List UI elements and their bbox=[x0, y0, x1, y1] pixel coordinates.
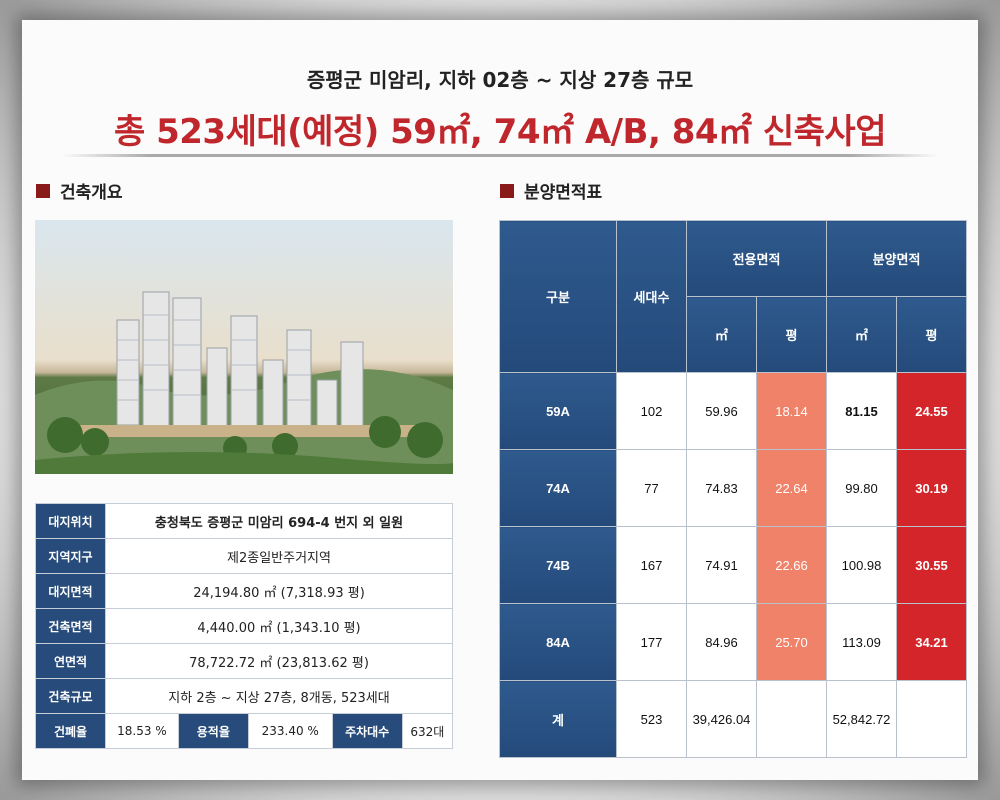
sale-sqm-cell: 81.15 bbox=[826, 372, 897, 450]
row-value: 78,722.72 ㎡ (23,813.62 평) bbox=[105, 643, 453, 679]
total-sale-sqm: 52,842.72 bbox=[826, 680, 897, 758]
area-table: 구분 세대수 전용면적 분양면적 ㎡ 평 ㎡ 평 59A 102 59.96 1… bbox=[499, 220, 967, 758]
sale-sqm-cell: 99.80 bbox=[826, 449, 897, 527]
type-cell: 74A bbox=[499, 449, 617, 527]
parking-label: 주차대수 bbox=[331, 713, 403, 749]
sale-pyeong-cell: 24.55 bbox=[896, 372, 967, 450]
table-row: 건폐율 18.53 % 용적율 233.40 % 주차대수 632대 bbox=[35, 713, 454, 749]
sale-pyeong-header: 평 bbox=[896, 296, 967, 373]
table-row: 84A 177 84.96 25.70 113.09 34.21 bbox=[499, 603, 967, 681]
row-label: 건축면적 bbox=[35, 608, 106, 644]
table-row: 건축면적 4,440.00 ㎡ (1,343.10 평) bbox=[35, 608, 453, 644]
row-label: 대지위치 bbox=[35, 503, 106, 539]
empty-cell bbox=[756, 680, 827, 758]
bullet-square-icon bbox=[500, 183, 514, 198]
overview-title: 건축개요 bbox=[60, 183, 123, 203]
total-units: 523 bbox=[616, 680, 687, 758]
far-label: 용적율 bbox=[177, 713, 249, 749]
type-cell: 74B bbox=[499, 526, 617, 604]
table-row: 연면적 78,722.72 ㎡ (23,813.62 평) bbox=[35, 643, 453, 679]
header-row: ㎡ 평 ㎡ 평 bbox=[500, 296, 967, 373]
sale-header: 분양면적 bbox=[826, 220, 967, 297]
area-heading: 분양면적표 bbox=[500, 178, 602, 203]
row-value: 제2종일반주거지역 bbox=[105, 538, 453, 574]
sale-sqm-cell: 100.98 bbox=[826, 526, 897, 604]
table-row: 건축규모 지하 2층 ~ 지상 27층, 8개동, 523세대 bbox=[35, 678, 453, 714]
type-cell: 84A bbox=[499, 603, 617, 681]
row-value: 24,194.80 ㎡ (7,318.93 평) bbox=[105, 573, 453, 609]
sale-sqm-header: ㎡ bbox=[826, 296, 897, 373]
far-value: 233.40 % bbox=[247, 713, 333, 749]
divider bbox=[62, 154, 938, 157]
table-row: 대지위치 충청북도 증평군 미암리 694-4 번지 외 일원 bbox=[35, 503, 453, 539]
table-row: 74B 167 74.91 22.66 100.98 30.55 bbox=[499, 526, 967, 604]
exclusive-pyeong-cell: 22.64 bbox=[756, 449, 827, 527]
total-label: 계 bbox=[499, 680, 617, 758]
type-cell: 59A bbox=[499, 372, 617, 450]
coverage-label: 건폐율 bbox=[35, 713, 106, 749]
row-label: 지역지구 bbox=[35, 538, 106, 574]
empty-cell bbox=[896, 680, 967, 758]
units-header: 세대수 bbox=[616, 220, 687, 373]
parking-value: 632대 bbox=[401, 713, 454, 749]
table-row: 대지면적 24,194.80 ㎡ (7,318.93 평) bbox=[35, 573, 453, 609]
row-value: 충청북도 증평군 미암리 694-4 번지 외 일원 bbox=[105, 503, 453, 539]
sale-pyeong-cell: 30.19 bbox=[896, 449, 967, 527]
row-value: 지하 2층 ~ 지상 27층, 8개동, 523세대 bbox=[105, 678, 453, 714]
row-value: 4,440.00 ㎡ (1,343.10 평) bbox=[105, 608, 453, 644]
row-label: 연면적 bbox=[35, 643, 106, 679]
exclusive-pyeong-cell: 25.70 bbox=[756, 603, 827, 681]
total-row: 계 523 39,426.04 52,842.72 bbox=[499, 680, 967, 758]
row-label: 건축규모 bbox=[35, 678, 106, 714]
overview-table: 대지위치 충청북도 증평군 미암리 694-4 번지 외 일원 지역지구 제2종… bbox=[35, 503, 454, 749]
apartment-rendering-image bbox=[35, 220, 453, 474]
overview-heading: 건축개요 bbox=[36, 178, 123, 203]
coverage-value: 18.53 % bbox=[105, 713, 179, 749]
units-cell: 167 bbox=[616, 526, 687, 604]
area-title: 분양면적표 bbox=[524, 183, 603, 203]
exclusive-pyeong-cell: 18.14 bbox=[756, 372, 827, 450]
units-cell: 177 bbox=[616, 603, 687, 681]
type-header: 구분 bbox=[499, 220, 617, 373]
bullet-square-icon bbox=[36, 183, 50, 198]
sale-pyeong-cell: 34.21 bbox=[896, 603, 967, 681]
total-exclusive-sqm: 39,426.04 bbox=[686, 680, 757, 758]
table-row: 지역지구 제2종일반주거지역 bbox=[35, 538, 453, 574]
exclusive-pyeong-cell: 22.66 bbox=[756, 526, 827, 604]
exclusive-sqm-header: ㎡ bbox=[686, 296, 757, 373]
table-row: 59A 102 59.96 18.14 81.15 24.55 bbox=[499, 372, 967, 450]
units-cell: 77 bbox=[616, 449, 687, 527]
poster-frame: 증평군 미암리, 지하 02층 ~ 지상 27층 규모 총 523세대(예정) … bbox=[22, 20, 978, 780]
exclusive-header: 전용면적 bbox=[686, 220, 827, 297]
sale-pyeong-cell: 30.55 bbox=[896, 526, 967, 604]
header-row: 구분 세대수 전용면적 분양면적 bbox=[499, 220, 967, 373]
headline: 총 523세대(예정) 59㎡, 74㎡ A/B, 84㎡ 신축사업 bbox=[113, 112, 887, 152]
exclusive-sqm-cell: 74.83 bbox=[686, 449, 757, 527]
row-label: 대지면적 bbox=[35, 573, 106, 609]
subtitle: 증평군 미암리, 지하 02층 ~ 지상 27층 규모 bbox=[306, 68, 694, 92]
table-row: 74A 77 74.83 22.64 99.80 30.19 bbox=[499, 449, 967, 527]
units-cell: 102 bbox=[616, 372, 687, 450]
exclusive-sqm-cell: 84.96 bbox=[686, 603, 757, 681]
exclusive-sqm-cell: 59.96 bbox=[686, 372, 757, 450]
sale-sqm-cell: 113.09 bbox=[826, 603, 897, 681]
exclusive-sqm-cell: 74.91 bbox=[686, 526, 757, 604]
exclusive-pyeong-header: 평 bbox=[756, 296, 827, 373]
